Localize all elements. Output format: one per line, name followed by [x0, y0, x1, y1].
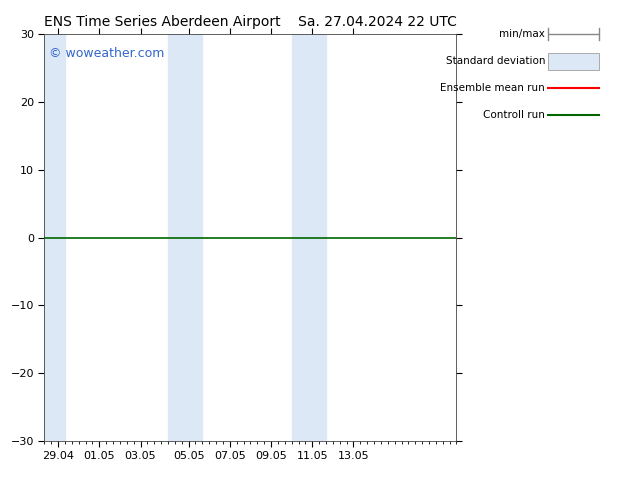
- Title: ENS Time Series Aberdeen Airport    Sa. 27.04.2024 22 UTC: ENS Time Series Aberdeen Airport Sa. 27.…: [44, 15, 457, 29]
- Text: Ensemble mean run: Ensemble mean run: [441, 83, 545, 93]
- Bar: [168, 34, 202, 441]
- Bar: [44, 34, 65, 441]
- Text: min/max: min/max: [500, 29, 545, 39]
- Text: Standard deviation: Standard deviation: [446, 56, 545, 66]
- Bar: [292, 34, 326, 441]
- Text: Controll run: Controll run: [483, 110, 545, 120]
- Text: © woweather.com: © woweather.com: [48, 47, 164, 59]
